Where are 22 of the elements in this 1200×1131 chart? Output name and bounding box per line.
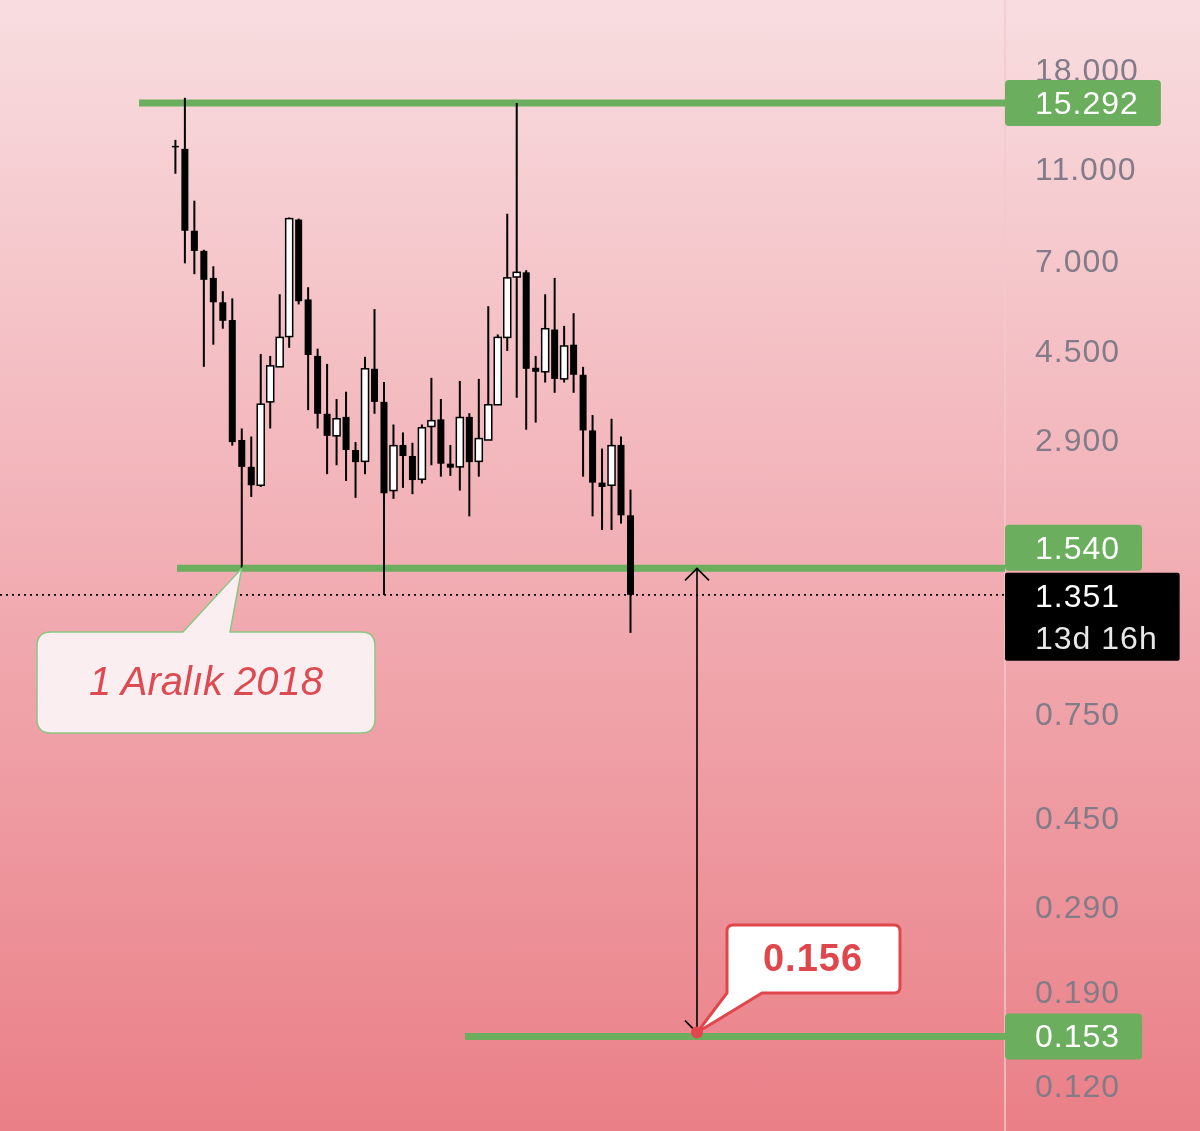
y-tick-label: 11.000 — [1035, 151, 1137, 188]
y-tick-label: 2.900 — [1035, 421, 1121, 458]
y-tick-label: 0.750 — [1035, 695, 1121, 732]
annotation: 1 Aralık 2018 — [88, 659, 324, 703]
y-tick-label: 4.500 — [1035, 332, 1121, 369]
ref-line-label: 1.351 — [1035, 577, 1121, 614]
candlestick — [190, 199, 198, 276]
candlestick — [219, 290, 227, 330]
candlestick — [532, 354, 540, 424]
y-tick-label: 0.120 — [1035, 1067, 1121, 1104]
y-tick-label: 7.000 — [1035, 243, 1121, 280]
text: 13d 16h — [1035, 619, 1158, 656]
y-tick-label: 0.290 — [1035, 888, 1121, 925]
candlestick — [352, 441, 360, 499]
y-tick-label: 0.450 — [1035, 799, 1121, 836]
price-tag: 1.540 — [1005, 524, 1143, 571]
candlestick — [446, 443, 454, 477]
y-tick-label: 0.190 — [1035, 974, 1121, 1011]
annotation: 0.156 — [762, 937, 864, 979]
ref-line-label: 0.153 — [1035, 1018, 1121, 1055]
ref-line-label: 15.292 — [1035, 84, 1139, 121]
ref-line-label: 1.540 — [1035, 529, 1121, 566]
